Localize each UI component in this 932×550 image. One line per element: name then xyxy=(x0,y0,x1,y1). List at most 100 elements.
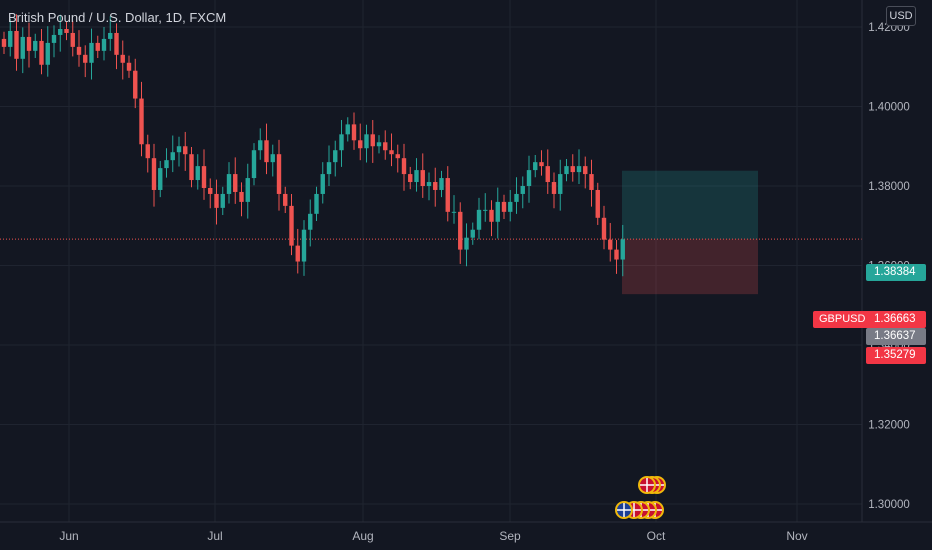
candle xyxy=(195,154,200,190)
candle xyxy=(401,143,407,191)
candle xyxy=(458,202,463,264)
chart-title: British Pound / U.S. Dollar, 1D, FXCM xyxy=(8,10,227,25)
candle xyxy=(189,147,194,188)
candle xyxy=(70,21,75,57)
candle xyxy=(64,21,69,41)
candle xyxy=(501,194,507,219)
candle xyxy=(558,159,563,211)
time-tick-label: Oct xyxy=(647,529,666,543)
candle xyxy=(589,159,594,207)
candle xyxy=(576,149,582,185)
currency-button[interactable]: USD xyxy=(886,6,916,26)
candle xyxy=(508,189,513,222)
candle xyxy=(376,135,382,154)
candle xyxy=(258,128,263,160)
candle xyxy=(139,81,144,157)
candle xyxy=(33,33,38,59)
candle xyxy=(170,135,175,173)
candle xyxy=(14,14,19,71)
candle xyxy=(564,158,569,182)
candle xyxy=(370,120,375,163)
candle xyxy=(470,222,475,245)
candle xyxy=(45,26,50,77)
candle xyxy=(514,177,519,214)
stop-price-tag: 1.35279 xyxy=(866,347,926,364)
candle xyxy=(395,144,400,173)
candle xyxy=(595,182,600,225)
time-tick-label: Nov xyxy=(786,529,807,543)
candle xyxy=(108,16,113,51)
candle xyxy=(145,134,150,173)
candle xyxy=(426,172,432,201)
candle xyxy=(333,140,338,177)
candle xyxy=(445,166,450,222)
candle xyxy=(251,143,257,186)
candle xyxy=(233,157,238,204)
candle xyxy=(570,154,575,182)
candle xyxy=(133,58,138,109)
us-flag-icon[interactable] xyxy=(615,501,633,519)
candle xyxy=(308,199,313,247)
candle xyxy=(551,172,557,209)
candle xyxy=(201,149,207,200)
candle xyxy=(264,123,269,175)
candle xyxy=(283,186,288,214)
candle xyxy=(95,35,100,59)
time-tick-label: Jul xyxy=(207,529,222,543)
candle xyxy=(489,200,494,237)
candle xyxy=(20,27,25,74)
candles xyxy=(1,14,625,277)
candle xyxy=(583,156,588,189)
candle xyxy=(208,178,213,209)
candle xyxy=(320,162,325,204)
candle xyxy=(1,31,7,55)
candle xyxy=(476,197,482,240)
candle xyxy=(408,166,413,190)
candle xyxy=(8,19,13,57)
price-tick-label: 1.32000 xyxy=(868,420,910,432)
candle xyxy=(464,223,469,267)
uk-flag-icon[interactable] xyxy=(638,476,656,494)
last-price-tag: 1.36663 xyxy=(866,311,926,328)
candle xyxy=(295,228,300,274)
candle xyxy=(314,186,319,221)
candle xyxy=(351,112,357,150)
candle xyxy=(614,240,619,274)
candle xyxy=(214,179,219,225)
candle xyxy=(420,153,425,198)
candle xyxy=(520,176,525,209)
candle xyxy=(414,158,419,192)
candle xyxy=(389,133,394,167)
candle xyxy=(339,120,344,167)
candle xyxy=(226,162,232,204)
candle xyxy=(526,155,532,203)
candle xyxy=(58,14,63,52)
candle xyxy=(83,45,88,78)
candle xyxy=(76,30,82,67)
candle xyxy=(345,117,350,142)
long-position-box xyxy=(622,170,758,295)
price-tick-label: 1.40000 xyxy=(868,102,910,114)
candle xyxy=(126,55,132,78)
candle xyxy=(439,170,444,198)
time-tick-label: Aug xyxy=(352,529,373,543)
candle xyxy=(364,124,369,163)
candle xyxy=(176,136,182,167)
candle xyxy=(101,27,107,61)
candle xyxy=(620,224,625,277)
candle xyxy=(245,163,250,219)
candle xyxy=(239,182,244,217)
candle xyxy=(483,193,488,222)
candle xyxy=(608,222,613,262)
candle xyxy=(220,186,225,216)
loss-zone xyxy=(622,239,758,295)
candle xyxy=(158,160,163,198)
candle xyxy=(601,205,607,250)
price-tick-label: 1.30000 xyxy=(868,499,910,511)
candle xyxy=(545,149,550,194)
candle xyxy=(183,131,188,171)
candle xyxy=(26,22,32,68)
candle xyxy=(539,150,544,176)
candle xyxy=(120,40,125,80)
